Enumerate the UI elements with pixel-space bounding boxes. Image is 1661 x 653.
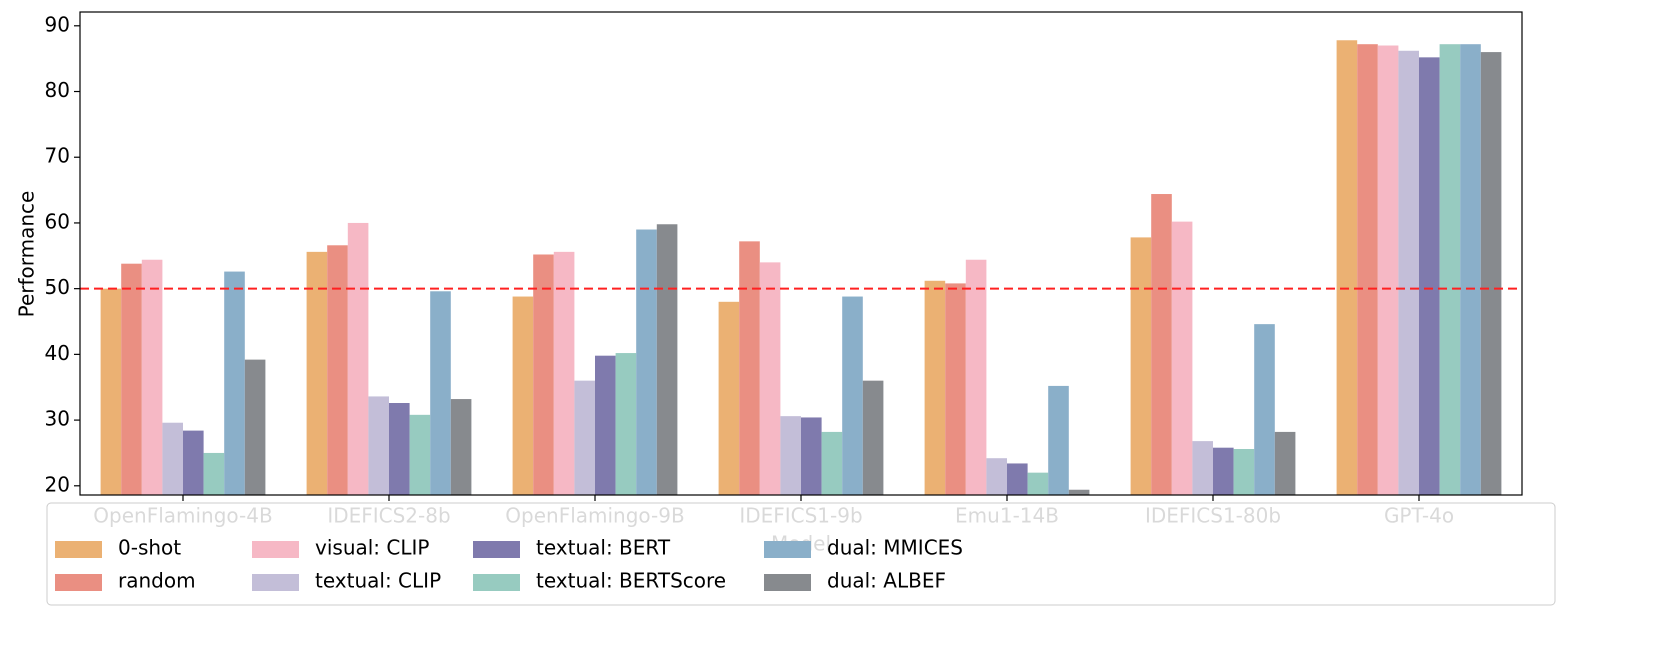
bar	[1460, 44, 1481, 495]
bar	[1336, 40, 1358, 495]
y-tick-label: 20	[45, 472, 70, 496]
y-tick-label: 50	[45, 275, 70, 299]
bar	[1398, 50, 1419, 496]
legend-swatch	[55, 541, 102, 558]
bar	[1027, 472, 1049, 495]
bar	[1151, 194, 1172, 495]
bar	[1419, 57, 1440, 495]
bar	[450, 399, 472, 495]
bar	[1048, 385, 1069, 495]
legend-swatch	[764, 541, 811, 558]
bar	[1192, 441, 1213, 495]
y-tick-label: 90	[45, 12, 70, 36]
bar	[347, 222, 369, 495]
bar	[986, 458, 1007, 495]
bar	[183, 430, 204, 495]
legend-swatch	[55, 574, 102, 591]
bar	[739, 241, 760, 495]
bar	[224, 271, 245, 495]
bar	[244, 359, 266, 495]
bar	[1439, 44, 1461, 495]
bar	[533, 254, 554, 495]
legend-swatch	[252, 574, 299, 591]
y-tick-label: 80	[45, 78, 70, 102]
bar	[636, 229, 657, 495]
bar	[718, 301, 740, 495]
bar	[1068, 489, 1090, 495]
bar	[553, 251, 575, 495]
bar	[780, 416, 801, 495]
bar	[1274, 431, 1296, 495]
bar	[512, 296, 534, 495]
bar	[121, 263, 142, 495]
bar	[1171, 221, 1193, 495]
bar	[368, 396, 389, 495]
y-tick-label: 70	[45, 144, 70, 168]
bar	[1480, 52, 1502, 495]
legend-label: textual: CLIP	[315, 569, 441, 593]
bar	[100, 288, 122, 495]
legend-swatch	[473, 574, 520, 591]
bar	[965, 259, 987, 495]
y-axis-label: Performance	[15, 191, 39, 318]
legend-label: random	[118, 569, 196, 593]
bar	[327, 245, 348, 495]
bar	[801, 417, 822, 495]
bar	[203, 452, 225, 495]
bar	[1357, 44, 1378, 495]
bar	[1233, 449, 1255, 495]
bar	[1254, 324, 1275, 495]
legend-label: visual: CLIP	[315, 536, 429, 560]
legend-swatch	[252, 541, 299, 558]
plot-frame	[79, 11, 1523, 496]
legend-label: dual: ALBEF	[827, 569, 946, 593]
bar	[924, 280, 946, 495]
bar	[1007, 463, 1028, 495]
bar	[306, 251, 328, 495]
bar	[1377, 45, 1399, 496]
legend-swatch	[473, 541, 520, 558]
y-tick-label: 40	[45, 341, 70, 365]
legend-swatch	[764, 574, 811, 591]
bar	[821, 431, 843, 495]
bar	[656, 224, 678, 495]
bar	[945, 283, 966, 495]
bar	[1130, 237, 1152, 495]
legend-label: 0-shot	[118, 536, 181, 560]
bar	[162, 422, 183, 495]
bar	[595, 355, 616, 495]
legend-label: dual: MMICES	[827, 536, 963, 560]
bar	[1213, 447, 1234, 495]
bar	[759, 262, 781, 495]
bar	[430, 291, 451, 495]
bar	[615, 353, 637, 495]
y-tick-label: 60	[45, 209, 70, 233]
bar	[389, 403, 410, 495]
bar	[141, 259, 163, 495]
bar	[842, 296, 863, 495]
y-tick-label: 30	[45, 407, 70, 431]
legend-label: textual: BERT	[536, 536, 671, 560]
bar	[574, 380, 595, 495]
legend-label: textual: BERTScore	[536, 569, 726, 593]
bar	[409, 414, 431, 495]
bar	[862, 380, 884, 495]
